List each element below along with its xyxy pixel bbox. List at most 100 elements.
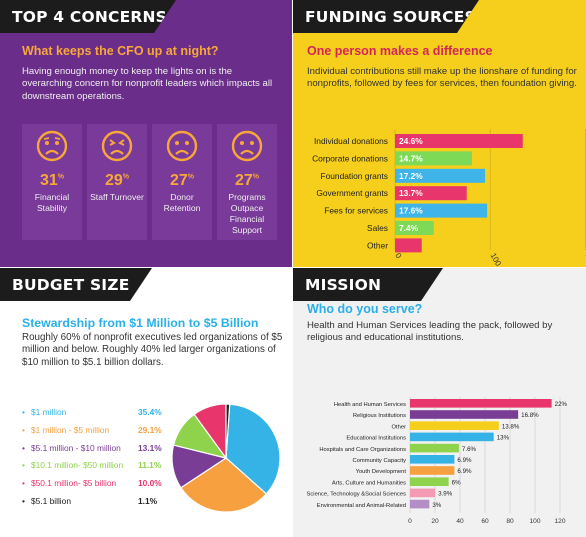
concern-percent: 31% xyxy=(39,172,65,189)
legend-value: 35.4% xyxy=(138,407,162,417)
funding-bar xyxy=(395,168,486,183)
value-label: 3.9% xyxy=(438,491,453,498)
concern-card: 27% Programs Outpace Financial Support xyxy=(217,124,277,240)
pie-slice xyxy=(225,403,281,495)
value-label: 6.9% xyxy=(457,468,472,475)
category-label: Health and Human Services xyxy=(334,402,406,408)
value-label: 6.9% xyxy=(457,457,472,464)
squinting-face-icon xyxy=(101,130,133,162)
legend-item: • $10.1 million- $50 million 11.1% xyxy=(22,460,172,470)
concern-percent: 27% xyxy=(169,172,195,189)
frowning-face-icon xyxy=(166,130,198,162)
category-label: Hospitals and Care Organizations xyxy=(319,447,406,453)
funding-bar xyxy=(395,221,434,235)
concern-label: Programs Outpace Financial Support xyxy=(228,192,266,235)
concerns-panel: TOP 4 CONCERNS What keeps the CFO up at … xyxy=(0,0,292,267)
funding-bar xyxy=(395,134,523,148)
x-tick-label: 60 xyxy=(481,518,489,525)
x-tick-label: 120 xyxy=(554,518,565,525)
legend-label: $50.1 million- $5 billion xyxy=(30,478,117,489)
value-label: 6% xyxy=(452,479,461,486)
funding-bar xyxy=(395,238,422,253)
mission-bar xyxy=(410,499,430,509)
value-label: 16.8% xyxy=(521,412,539,419)
category-label: Arts, Culture and Humanities xyxy=(332,480,406,486)
legend-label: $1 million xyxy=(30,407,67,417)
legend-bullet: • xyxy=(22,460,25,471)
value-label: 7.6% xyxy=(462,446,477,453)
budget-description: Roughly 60% of nonprofit executives led … xyxy=(22,332,283,368)
budget-header: BUDGET SIZE xyxy=(0,268,152,301)
category-label: Individual donations xyxy=(314,136,388,146)
category-label: Government grants xyxy=(316,188,388,198)
value-label: 7.4% xyxy=(399,223,419,233)
legend-label: $5.1 million - $10 million xyxy=(30,442,121,453)
mission-bar xyxy=(410,455,455,464)
concern-label: Financial Stability xyxy=(34,192,70,213)
category-label: Other xyxy=(392,424,407,430)
x-tick-label: 0 xyxy=(408,518,412,525)
concern-percent: 29% xyxy=(104,172,130,189)
value-label: 14.7% xyxy=(399,153,423,163)
legend-item: • $50.1 million- $5 billion 10.0% xyxy=(22,478,172,488)
legend-label: $1 million - $5 million xyxy=(30,424,110,435)
legend-value: 29.1% xyxy=(138,424,162,435)
funding-panel: FUNDING SOURCES One person makes a diffe… xyxy=(293,0,586,267)
concern-label: Donor Retention xyxy=(163,192,201,213)
category-label: Foundation grants xyxy=(320,171,388,181)
worried-face-icon xyxy=(36,130,68,162)
mission-header: MISSION xyxy=(293,268,443,301)
concerns-description: Having enough money to keep the lights o… xyxy=(22,66,273,102)
category-label: Sales xyxy=(367,223,388,233)
category-label: Environmental and Animal-Related xyxy=(317,503,406,509)
funding-bar xyxy=(395,203,488,218)
concern-percent: 27% xyxy=(234,172,260,189)
legend-value: 1.1% xyxy=(138,496,158,506)
category-label: Fees for services xyxy=(324,206,388,216)
concerns-subtitle: What keeps the CFO up at night? xyxy=(22,44,219,58)
value-label: 17.2% xyxy=(399,171,423,181)
legend-label: $5.1 billion xyxy=(30,496,71,506)
concerns-header: TOP 4 CONCERNS xyxy=(0,0,176,33)
concern-card: 29% Staff Turnover xyxy=(87,124,147,240)
budget-subtitle: Stewardship from $1 Million to $5 Billio… xyxy=(22,316,259,330)
value-label: 13% xyxy=(497,435,510,442)
value-label: 13.8% xyxy=(502,423,520,430)
funding-subtitle: One person makes a difference xyxy=(307,44,493,58)
concern-label: Staff Turnover xyxy=(90,192,144,202)
concern-card: 27% Donor Retention xyxy=(152,124,212,240)
x-tick-label: 20 xyxy=(431,518,439,525)
mission-bar xyxy=(410,432,494,442)
legend-item: • $1 million 35.4% xyxy=(22,407,172,417)
value-label: 3% xyxy=(432,502,441,509)
mission-bar xyxy=(410,466,455,475)
legend-item: • $1 million - $5 million 29.1% xyxy=(22,425,172,435)
legend-bullet: • xyxy=(22,496,25,506)
category-label: Religious Institutions xyxy=(353,413,406,419)
mission-bar xyxy=(410,477,449,486)
legend-bullet: • xyxy=(22,442,25,453)
value-label: 22% xyxy=(555,401,568,408)
x-tick-label: 100 xyxy=(488,252,503,268)
mission-description: Health and Human Services leading the pa… xyxy=(307,320,553,344)
budget-pie-chart xyxy=(171,403,281,513)
funding-bar xyxy=(395,151,472,166)
mission-bar xyxy=(410,410,519,419)
value-label: 24.6% xyxy=(399,136,423,146)
funding-bar xyxy=(395,186,467,201)
pie-slice xyxy=(225,403,231,459)
x-tick-label: 40 xyxy=(456,518,464,525)
concern-card: 31% Financial Stability xyxy=(22,124,82,240)
category-label: Corporate donations xyxy=(312,153,388,163)
legend-label: $10.1 million- $50 million xyxy=(30,460,124,471)
legend-bullet: • xyxy=(22,478,25,489)
legend-value: 13.1% xyxy=(138,442,162,453)
frowning-face-icon xyxy=(231,130,263,162)
category-label: Educational Institutions xyxy=(346,436,406,442)
legend-item: • $5.1 million - $10 million 13.1% xyxy=(22,443,172,453)
funding-header: FUNDING SOURCES xyxy=(293,0,479,33)
legend-value: 11.1% xyxy=(138,460,162,471)
mission-bar xyxy=(410,488,436,498)
x-tick-label: 80 xyxy=(506,518,514,525)
